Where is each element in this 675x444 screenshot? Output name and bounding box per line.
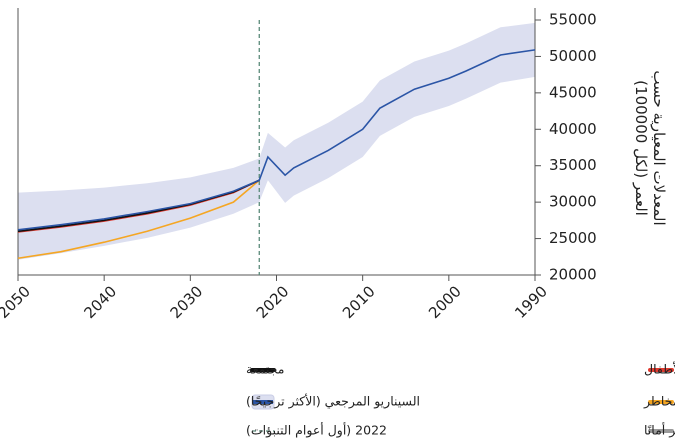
y-tick-label: 30000 bbox=[549, 193, 597, 211]
y-tick-label: 25000 bbox=[549, 229, 597, 247]
legend-label: السيناريو المرجعي (الأكثر ترجيحًا) bbox=[246, 394, 420, 410]
uncertainty-band bbox=[18, 22, 535, 260]
x-tick-label: 2050 bbox=[0, 282, 34, 322]
series-line bbox=[17, 179, 260, 260]
legend-label: بيئة أكثر أمانًا bbox=[644, 422, 675, 439]
y-axis-label-line: العمر (لكل 100000) bbox=[633, 80, 651, 216]
x-tick-label: 2030 bbox=[167, 282, 207, 322]
legend-label: 2022 (أول أعوام التنبؤات) bbox=[246, 422, 387, 439]
legend-label: تحسين وضع التغذية واللقاحات للأطفال bbox=[644, 362, 675, 378]
x-tick-label: 2040 bbox=[80, 282, 120, 322]
y-tick-label: 20000 bbox=[549, 266, 597, 284]
x-tick-label: 1990 bbox=[511, 282, 551, 322]
y-tick-label: 40000 bbox=[549, 120, 597, 138]
x-tick-label: 2000 bbox=[425, 282, 465, 322]
series-line bbox=[17, 49, 536, 231]
y-tick-label: 50000 bbox=[549, 47, 597, 65]
y-tick-label: 35000 bbox=[549, 156, 597, 174]
y-axis-label: المعدلات المعيارية حسبالعمر (لكل 100000) bbox=[633, 70, 669, 225]
x-tick-label: 2010 bbox=[339, 282, 379, 322]
legend-label: مجتمعة bbox=[246, 362, 285, 377]
y-axis-label-line: المعدلات المعيارية حسب bbox=[651, 70, 669, 225]
x-tick-label: 2020 bbox=[253, 282, 293, 322]
legend-label: تحسين العوامل السلوكية والأيضية المسببة … bbox=[643, 394, 675, 410]
y-tick-label: 45000 bbox=[549, 83, 597, 101]
y-tick-label: 55000 bbox=[549, 11, 597, 29]
